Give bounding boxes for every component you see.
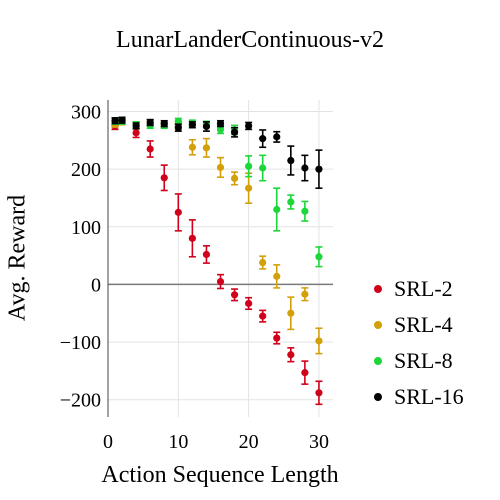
data-point <box>132 129 140 137</box>
y-tick-label: 0 <box>91 274 101 296</box>
data-point <box>273 272 281 280</box>
data-point <box>202 250 211 259</box>
legend-label: SRL-16 <box>394 384 464 409</box>
data-point <box>259 258 267 267</box>
data-point <box>301 369 309 377</box>
data-point <box>245 162 253 170</box>
data-point <box>230 291 239 299</box>
data-point <box>259 312 267 320</box>
data-point <box>132 122 140 130</box>
data-point <box>174 124 182 132</box>
data-point <box>287 156 295 165</box>
data-point <box>273 205 281 214</box>
data-point <box>188 143 196 151</box>
data-point <box>273 133 281 141</box>
data-point <box>111 117 119 125</box>
legend-item: SRL-4 <box>368 307 464 343</box>
legend-marker <box>374 357 382 365</box>
y-tick-label: −100 <box>60 332 101 354</box>
legend-label: SRL-4 <box>394 312 453 337</box>
data-point <box>287 309 295 317</box>
data-point <box>118 116 126 124</box>
data-point <box>259 164 267 172</box>
y-tick-label: 300 <box>71 102 101 124</box>
data-point <box>245 184 253 192</box>
data-point <box>202 144 211 152</box>
data-point <box>245 122 253 130</box>
data-point <box>301 290 309 298</box>
data-point <box>202 122 211 131</box>
y-axis-label: Avg. Reward <box>4 194 31 322</box>
data-point <box>216 277 225 286</box>
data-point <box>188 121 196 129</box>
data-point <box>174 117 182 125</box>
x-axis-label: Action Sequence Length <box>101 462 339 488</box>
y-tick-label: −200 <box>60 390 101 412</box>
y-tick-label: 100 <box>71 217 101 239</box>
data-point <box>315 165 323 173</box>
legend-label: SRL-2 <box>394 276 453 301</box>
data-point <box>146 145 154 153</box>
x-tick-label: 30 <box>309 431 329 453</box>
data-point <box>287 198 295 206</box>
y-tick-label: 200 <box>71 159 101 181</box>
legend-marker <box>374 285 382 293</box>
legend-item: SRL-16 <box>368 379 464 415</box>
data-point <box>301 164 309 172</box>
data-point <box>174 208 182 216</box>
data-point <box>160 120 168 128</box>
legend: SRL-2 SRL-4 SRL-8 SRL-16 <box>368 271 464 415</box>
legend-marker <box>374 393 382 401</box>
data-point <box>315 253 323 261</box>
data-point <box>287 351 295 359</box>
legend-label: SRL-8 <box>394 348 453 373</box>
data-point <box>146 118 154 127</box>
legend-item: SRL-8 <box>368 343 464 379</box>
x-tick-label: 10 <box>168 431 188 453</box>
legend-marker <box>374 321 382 329</box>
data-point <box>188 234 196 242</box>
data-point <box>216 125 225 133</box>
data-point <box>216 163 225 172</box>
data-point <box>230 174 239 182</box>
chart-title: LunarLanderContinuous-v2 <box>116 27 384 53</box>
data-point <box>273 334 281 342</box>
data-point <box>230 128 239 136</box>
x-tick-label: 20 <box>239 431 259 453</box>
x-tick-label: 0 <box>103 431 113 453</box>
data-point <box>216 120 225 128</box>
legend-item: SRL-2 <box>368 271 464 307</box>
data-point <box>245 299 253 308</box>
data-point <box>259 135 267 143</box>
data-point <box>315 389 323 397</box>
data-point <box>315 337 323 345</box>
data-point <box>301 207 309 215</box>
data-point <box>160 174 168 182</box>
